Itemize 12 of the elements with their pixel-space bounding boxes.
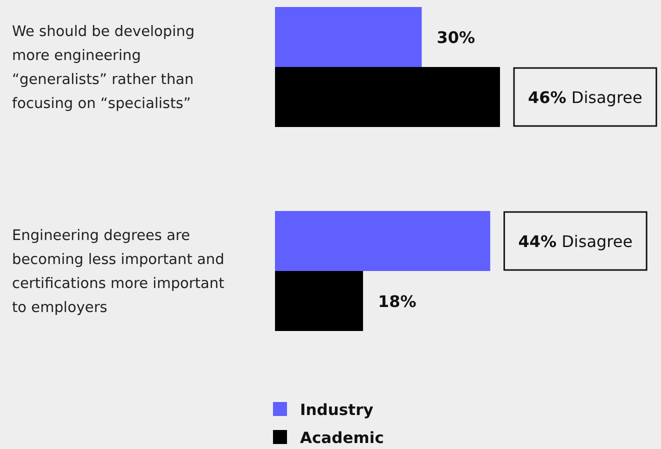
data-label: 18% <box>378 292 416 311</box>
data-label: 30% <box>436 28 476 47</box>
bar <box>275 7 422 67</box>
bar <box>275 271 364 331</box>
legend-label: Industry <box>300 401 374 419</box>
data-label: 44% Disagree <box>518 232 633 251</box>
legend-label: Academic <box>300 429 384 447</box>
bar <box>275 67 500 127</box>
bar <box>275 211 490 271</box>
data-label: 46% Disagree <box>528 88 642 107</box>
y-tick-label: We should be developing more engineering “generalists” rather than focusing on “specialists” <box>12 24 195 112</box>
y-tick-label: Engineering degrees are becoming less important and certifications more important to employers <box>12 228 225 316</box>
